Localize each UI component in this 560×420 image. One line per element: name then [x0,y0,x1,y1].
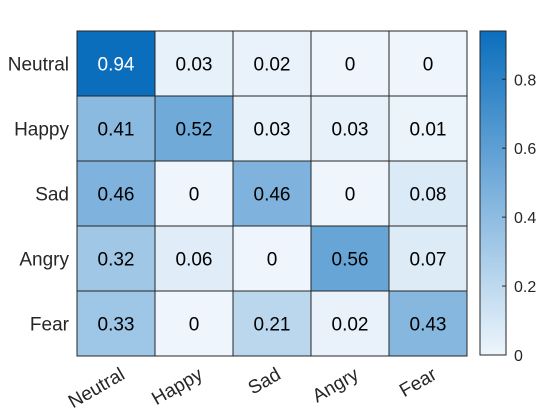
cell-value-label: 0.41 [98,120,135,141]
cell-value-label: 0 [345,185,356,206]
colorbar-tick-label: 0 [514,348,523,365]
cell-value-label: 0 [345,55,356,76]
heatmap-cell [388,95,468,162]
heatmap-cell [76,95,156,162]
heatmap-cells: 0.94 0.03 0.02 0 0 0.41 0.52 0.03 0.03 0.01 0.46 0 0… [76,30,468,357]
row-label: Neutral [8,55,69,76]
cell-value-label: 0.33 [98,315,135,336]
column-label: Happy [148,364,206,410]
cell-value-label: 0 [267,250,278,271]
cell-value-label: 0.03 [176,55,213,76]
cell-value-label: 0.01 [410,120,447,141]
row-label: Sad [35,185,69,206]
heatmap-cell [388,290,468,357]
row-labels: Neutral Happy Sad Angry Fear [8,55,70,336]
heatmap-cell [154,160,234,227]
cell-value-label: 0 [423,55,434,76]
heatmap-cell [232,290,312,357]
colorbar-tick-label: 0.8 [514,72,536,89]
colorbar-tick-label: 0.4 [514,210,536,227]
colorbar-gradient [479,30,507,356]
column-labels: Neutral Happy Sad Angry Fear [65,364,441,413]
heatmap-cell [154,30,234,97]
cell-value-label: 0.06 [176,250,213,271]
column-label: Angry [309,364,363,407]
heatmap-cell [232,30,312,97]
cell-value-label: 0.46 [98,185,135,206]
cell-value-label: 0.07 [410,250,447,271]
row-label: Fear [30,315,70,336]
cell-value-label: 0.94 [98,55,135,76]
heatmap-cell [154,290,234,357]
cell-value-label: 0 [189,315,200,336]
cell-value-label: 0.08 [410,185,447,206]
heatmap-cell [76,290,156,357]
heatmap-cell [388,160,468,227]
column-label: Neutral [65,364,129,413]
heatmap-cell [232,225,312,292]
colorbar-tick-label: 0.2 [514,279,536,296]
heatmap-cell [232,95,312,162]
cell-value-label: 0 [189,185,200,206]
cell-value-label: 0.46 [254,185,291,206]
cell-value-label: 0.02 [332,315,369,336]
cell-value-label: 0.03 [332,120,369,141]
cell-value-label: 0.03 [254,120,291,141]
heatmap-cell [76,225,156,292]
heatmap-cell [310,225,390,292]
cell-value-label: 0.21 [254,315,291,336]
heatmap-cell [388,225,468,292]
cell-value-label: 0.02 [254,55,291,76]
row-label: Angry [19,250,69,271]
heatmap-cell [310,30,390,97]
column-label: Sad [245,364,285,399]
colorbar: 0 0.2 0.4 0.6 0.8 [479,30,536,365]
colorbar-tick-label: 0.6 [514,141,536,158]
row-label: Happy [14,120,69,141]
heatmap-cell [310,160,390,227]
cell-value-label: 0.32 [98,250,135,271]
cell-value-label: 0.56 [332,250,369,271]
heatmap-cell [154,225,234,292]
cell-value-label: 0.52 [176,120,213,141]
column-label: Fear [396,364,441,402]
cell-value-label: 0.43 [410,315,447,336]
heatmap-cell [76,30,156,97]
